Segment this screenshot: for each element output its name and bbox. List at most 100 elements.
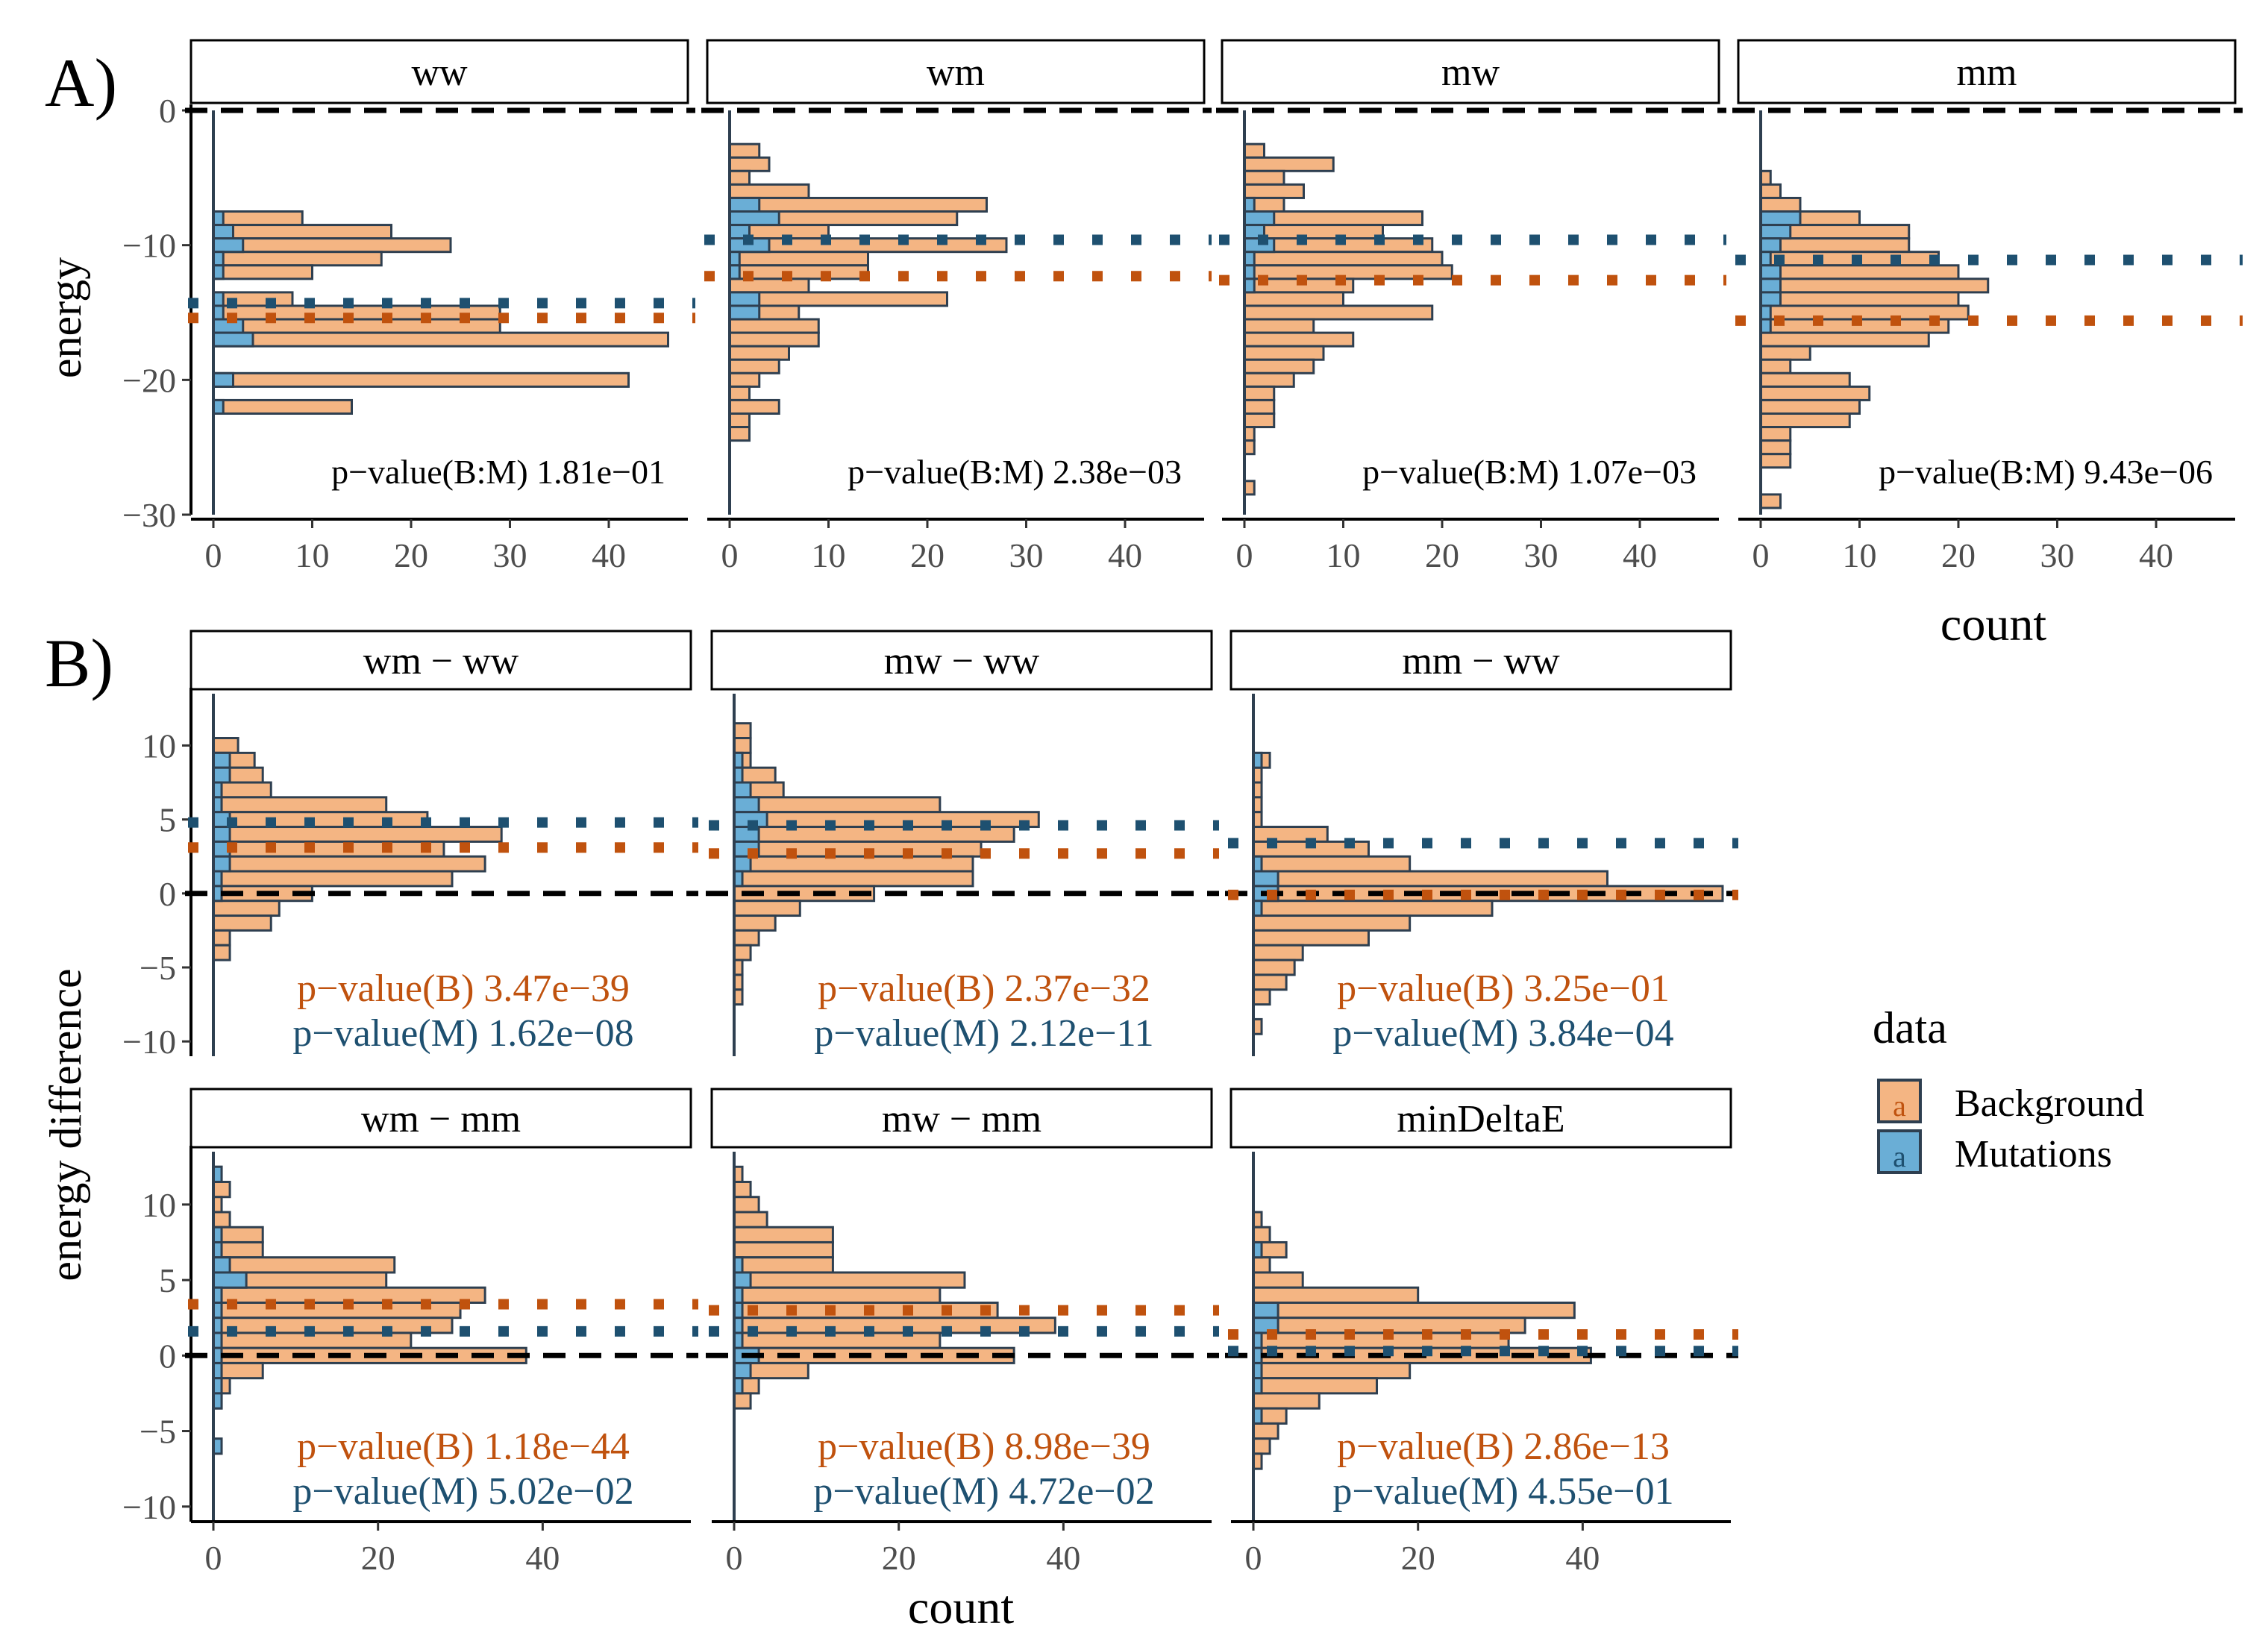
bar-background-mm (1759, 398, 1861, 415)
bar-background-wm (728, 277, 810, 294)
bar-background-ww (212, 304, 501, 321)
bar-background-wm-ww (212, 840, 445, 858)
bar-background-wm (728, 156, 771, 172)
pvalue-m-mw-mm: p−value(M) 4.72e−02 (813, 1470, 1154, 1513)
pvalue-bm-mw: p−value(B:M) 1.07e−03 (1362, 453, 1697, 491)
bar-background-wm (728, 169, 751, 186)
pvalue-b-wm-ww: p−value(B) 3.47e−39 (297, 967, 630, 1010)
bar-mutations-mw-ww (733, 796, 760, 814)
bar-background-wm-mm (212, 1317, 454, 1334)
bar-background-wm-mm (212, 1211, 231, 1229)
bar-background-minDeltaE (1252, 1422, 1279, 1440)
bar-background-mm (1759, 237, 1911, 254)
bar-background-ww (212, 224, 392, 240)
bar-background-mw (1243, 412, 1276, 429)
bar-mutations-wm-ww (212, 826, 231, 843)
bar-background-mm (1759, 439, 1792, 456)
bar-background-mw (1243, 318, 1315, 334)
bar-mutations-wm (728, 210, 780, 227)
strip-title-ww: ww (411, 51, 468, 94)
strip-wm-mm (189, 1088, 692, 1149)
bar-mutations-minDeltaE (1252, 1301, 1279, 1320)
pvalue-bm-ww: p−value(B:M) 1.81e−01 (331, 453, 665, 491)
bar-mutations-mw-mm (733, 1361, 752, 1380)
bar-background-ww (212, 318, 501, 334)
bar-background-minDeltaE (1252, 1226, 1271, 1243)
strip-title-mw-ww: mw − ww (884, 640, 1040, 683)
bar-background-wm-ww (212, 796, 388, 814)
x-tick-label: 0 (1752, 536, 1770, 574)
pvalue-b-mw-mm: p−value(B) 8.98e−39 (818, 1425, 1150, 1468)
x-tick-label: 30 (1009, 536, 1044, 574)
x-tick-label: 40 (1565, 1539, 1600, 1577)
bar-background-mm-ww (1252, 929, 1370, 947)
bar-mutations-mm (1759, 224, 1792, 240)
pvalue-m-mm-ww: p−value(M) 3.84e−04 (1332, 1012, 1673, 1055)
bar-background-mm-ww (1252, 855, 1412, 873)
bar-background-mw (1243, 291, 1344, 307)
bar-background-mw-mm (733, 1392, 752, 1410)
bar-background-mm-ww (1252, 944, 1304, 961)
bar-mutations-ww (212, 371, 234, 388)
bar-background-mw (1243, 169, 1285, 186)
bar-mutations-mm (1759, 237, 1782, 254)
strip-mm (1737, 39, 2237, 104)
bar-background-mm (1759, 264, 1960, 280)
x-axis-label-a: count (1940, 597, 2046, 650)
bar-background-wm (728, 196, 988, 213)
bar-background-wm (728, 331, 820, 348)
strip-minDeltaE (1229, 1088, 1732, 1149)
bar-mutations-mm (1759, 264, 1782, 280)
bar-background-wm (728, 318, 820, 334)
bar-background-ww (212, 264, 313, 280)
x-tick-label: 40 (1046, 1539, 1080, 1577)
bar-background-mw-ww (733, 855, 974, 873)
bar-background-ww (212, 237, 452, 254)
x-tick-label: 20 (394, 536, 428, 574)
bar-background-mm (1759, 358, 1792, 374)
bar-background-mw-ww (733, 870, 974, 888)
strip-title-wm-mm: wm − mm (361, 1098, 521, 1141)
legend-label-mutations: Mutations (1955, 1133, 2112, 1176)
panel-label-b: B) (45, 625, 113, 701)
x-tick-label: 30 (1524, 536, 1559, 574)
y-tick-label: 0 (159, 875, 176, 913)
bar-background-mw-ww (733, 811, 1040, 829)
strip-title-wm: wm (927, 51, 985, 94)
legend-label-background: Background (1955, 1082, 2144, 1125)
bar-mutations-wm-mm (212, 1271, 248, 1289)
bar-background-wm (728, 398, 780, 415)
bar-background-mm (1759, 277, 1990, 294)
x-tick-label: 20 (1401, 1539, 1435, 1577)
strip-title-minDeltaE: minDeltaE (1397, 1098, 1564, 1141)
strip-wm (706, 39, 1206, 104)
bar-background-minDeltaE (1252, 1271, 1304, 1289)
bar-background-ww (212, 210, 304, 227)
bar-background-mw-mm (733, 1271, 966, 1289)
bar-background-mw (1243, 142, 1265, 159)
y-axis-label-a: energy (41, 257, 90, 378)
y-tick-label: 10 (142, 1186, 176, 1224)
bar-background-mm-ww (1252, 914, 1412, 932)
strip-mw-ww (710, 630, 1213, 691)
legend-key-mutations-glyph: a (1893, 1140, 1906, 1173)
bar-mutations-mw-ww (733, 781, 752, 799)
strip-title-mm-ww: mm − ww (1402, 640, 1560, 683)
bar-background-minDeltaE (1252, 1361, 1412, 1380)
bar-mutations-wm-mm (212, 1256, 231, 1274)
bar-background-minDeltaE (1252, 1286, 1420, 1304)
bar-background-ww (212, 291, 294, 307)
strip-title-mm: mm (1957, 51, 2017, 94)
legend-key-mutations (1877, 1129, 1922, 1174)
bar-background-mw-ww (733, 900, 801, 917)
bar-background-wm (728, 183, 810, 199)
strip-title-mw: mw (1441, 51, 1500, 94)
bar-background-minDeltaE (1252, 1437, 1271, 1455)
pvalue-bm-wm: p−value(B:M) 2.38e−03 (848, 453, 1182, 491)
bar-background-mw-mm (733, 1211, 768, 1229)
bar-background-wm (728, 426, 751, 442)
bar-background-wm (728, 358, 780, 374)
bar-background-wm (728, 385, 751, 401)
bar-background-wm-ww (212, 855, 486, 873)
bar-background-mw (1243, 385, 1276, 401)
